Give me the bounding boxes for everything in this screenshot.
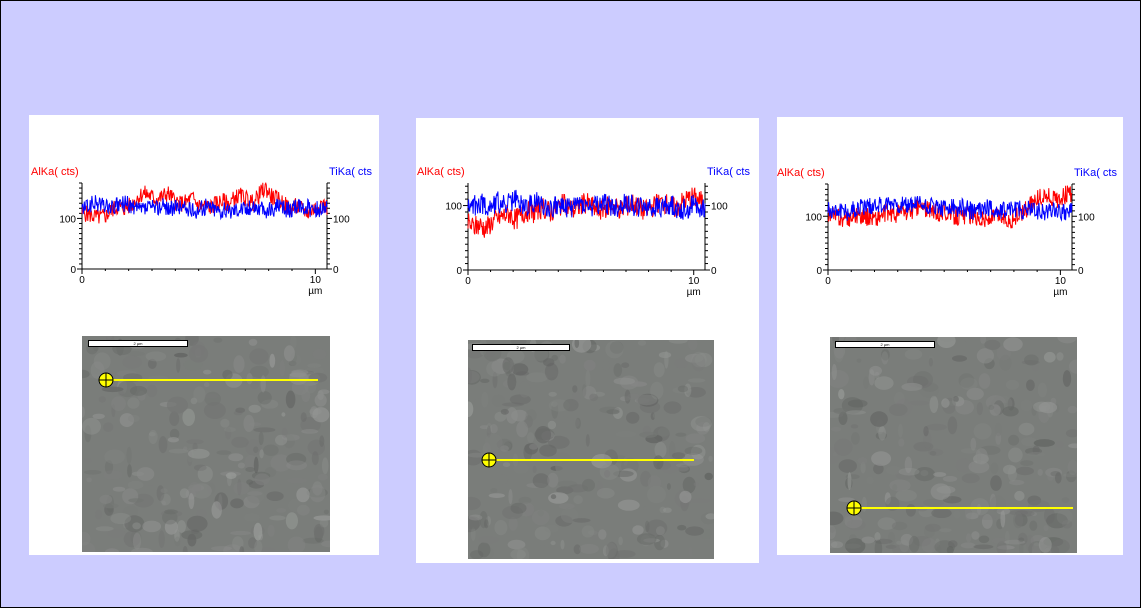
right-tick-label: 0 xyxy=(1078,266,1084,277)
scale-bar: 2 µm xyxy=(472,344,570,351)
x-tick-label: 10 xyxy=(310,275,322,286)
series-line-tika xyxy=(467,189,706,220)
left-tick-label: 0 xyxy=(816,266,822,277)
series-line-tika xyxy=(81,195,328,221)
left-axis-label: AlKa( cts) xyxy=(31,166,79,178)
right-tick-label: 100 xyxy=(1078,212,1095,223)
sem-image-1: 2 µm xyxy=(82,336,330,552)
x-unit-label: µm xyxy=(687,287,701,298)
right-tick-label: 0 xyxy=(711,266,717,277)
series-line-tika xyxy=(827,196,1073,222)
x-unit-label: µm xyxy=(308,286,322,297)
scan-line-overlay xyxy=(846,500,1073,516)
scale-bar-label: 2 µm xyxy=(880,342,890,347)
x-tick-label: 0 xyxy=(465,276,471,287)
right-axis-label: TiKa( cts xyxy=(707,166,750,178)
x-tick-label: 10 xyxy=(1055,276,1067,287)
series-line-alka xyxy=(467,187,706,238)
right-tick-label: 100 xyxy=(711,202,728,213)
right-tick-label: 0 xyxy=(333,265,339,276)
crosshair-target-icon xyxy=(98,372,114,388)
sem-image-2: 2 µm xyxy=(468,340,714,559)
linescan-panel-3: AlKa( cts) TiKa( cts 100 0 100 0 0 10 µm 2 µm xyxy=(777,117,1123,555)
x-tick-label: 0 xyxy=(825,276,831,287)
left-axis-label: AlKa( cts) xyxy=(777,167,825,179)
left-axis-label: AlKa( cts) xyxy=(417,166,465,178)
right-axis-label: TiKa( cts xyxy=(1074,167,1117,179)
right-axis-label: TiKa( cts xyxy=(329,166,372,178)
linescan-panel-1: AlKa( cts) TiKa( cts 100 0 100 0 0 10 µm 2 µm xyxy=(29,115,379,555)
right-tick-label: 100 xyxy=(333,214,350,225)
scale-bar: 2 µm xyxy=(835,341,935,348)
scan-line-overlay xyxy=(98,372,318,388)
sem-image-3: 2 µm xyxy=(830,337,1077,553)
scale-bar: 2 µm xyxy=(88,340,188,347)
scale-bar-label: 2 µm xyxy=(133,341,143,346)
left-tick-label: 100 xyxy=(445,202,462,213)
crosshair-target-icon xyxy=(846,500,862,516)
left-tick-label: 100 xyxy=(59,214,76,225)
sem-texture xyxy=(468,340,714,559)
scan-line-overlay xyxy=(481,452,694,468)
left-tick-label: 100 xyxy=(805,212,822,223)
sem-texture xyxy=(82,336,330,552)
x-tick-label: 0 xyxy=(79,275,85,286)
x-tick-label: 10 xyxy=(688,276,700,287)
crosshair-target-icon xyxy=(481,452,497,468)
left-tick-label: 0 xyxy=(456,266,462,277)
x-unit-label: µm xyxy=(1053,287,1067,298)
left-tick-label: 0 xyxy=(70,265,76,276)
sem-texture xyxy=(830,337,1077,553)
linescan-panel-2: AlKa( cts) TiKa( cts 100 0 100 0 0 10 µm 2 µm xyxy=(416,118,759,563)
scale-bar-label: 2 µm xyxy=(516,345,526,350)
